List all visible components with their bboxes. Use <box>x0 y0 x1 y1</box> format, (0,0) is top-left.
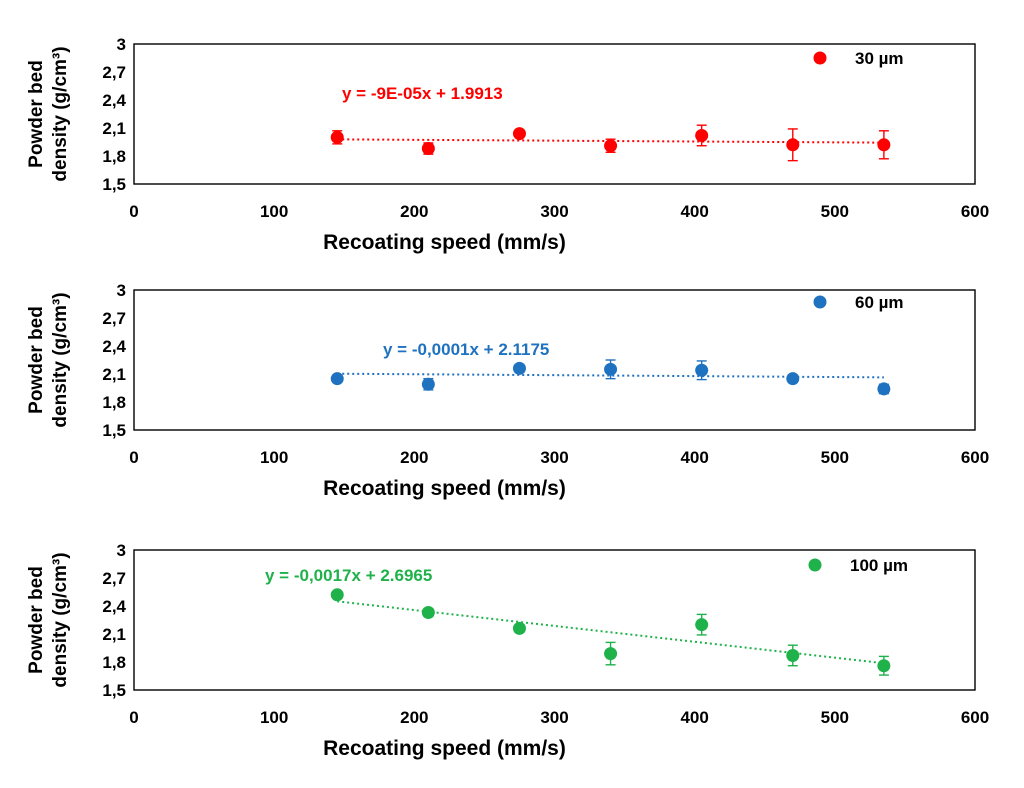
y-tick-label: 2,7 <box>102 309 126 328</box>
y-tick-label: 2,4 <box>102 91 126 110</box>
chart-panel-2: 1,5 1,8 2,1 2,4 2,7 3 0 100 200 300 400 500 600 Recoa… <box>26 281 989 500</box>
x-tick-label: 400 <box>680 708 708 727</box>
y-tick-label: 1,8 <box>102 653 126 672</box>
legend: 60 µm <box>813 293 904 312</box>
data-point <box>604 139 618 153</box>
x-tick-label: 100 <box>260 448 288 467</box>
x-tick-label: 500 <box>821 448 849 467</box>
x-tick-label: 600 <box>961 202 989 221</box>
plot-area <box>133 549 976 691</box>
data-point <box>512 361 526 375</box>
x-axis-title: Recoating speed (mm/s) <box>323 231 566 254</box>
legend: 100 µm <box>808 556 908 575</box>
x-axis-title: Recoating speed (mm/s) <box>323 737 566 760</box>
data-point <box>421 606 435 620</box>
data-point <box>877 138 891 152</box>
data-point <box>512 127 526 141</box>
y-tick-label: 2,7 <box>102 63 126 82</box>
x-tick-label: 200 <box>400 448 428 467</box>
data-point <box>786 648 800 662</box>
y-axis-title-line: Powder bed <box>26 306 47 414</box>
y-tick-label: 2,4 <box>102 597 126 616</box>
y-axis-title-line: Powder bed <box>26 60 47 168</box>
y-tick-label: 1,5 <box>102 175 126 194</box>
x-tick-label: 0 <box>129 708 138 727</box>
plot-area <box>133 43 976 185</box>
data-point <box>421 377 435 391</box>
x-tick-label: 300 <box>540 708 568 727</box>
y-tick-label: 1,5 <box>102 421 126 440</box>
y-tick-label: 2,4 <box>102 337 126 356</box>
data-point <box>330 372 344 386</box>
x-tick-label: 300 <box>540 448 568 467</box>
chart-panel-1: 1,5 1,8 2,1 2,4 2,7 3 0 100 200 300 400 500 600 Recoa… <box>26 35 989 254</box>
legend-marker <box>813 51 827 65</box>
y-tick-label: 2,7 <box>102 569 126 588</box>
y-tick-label: 2,1 <box>102 625 126 644</box>
data-point <box>604 362 618 376</box>
x-tick-label: 100 <box>260 708 288 727</box>
data-point <box>695 363 709 377</box>
data-point <box>330 588 344 602</box>
legend-marker <box>808 558 822 572</box>
data-point <box>786 138 800 152</box>
trendline-equation: y = -0,0017x + 2.6965 <box>265 566 432 585</box>
y-axis-title-line: density (g/cm³) <box>50 46 71 181</box>
y-axis-title-line: Powder bed <box>26 566 47 674</box>
data-point <box>695 128 709 142</box>
y-tick-label: 2,1 <box>102 119 126 138</box>
legend-label: 60 µm <box>855 293 904 312</box>
x-tick-label: 0 <box>129 202 138 221</box>
x-tick-label: 400 <box>680 448 708 467</box>
plot-area <box>133 289 976 431</box>
data-point <box>877 659 891 673</box>
data-point <box>877 382 891 396</box>
y-axis-title-line: density (g/cm³) <box>50 292 71 427</box>
x-axis-title: Recoating speed (mm/s) <box>323 477 566 500</box>
x-tick-label: 200 <box>400 202 428 221</box>
data-point <box>512 621 526 635</box>
data-point <box>604 647 618 661</box>
data-point <box>421 142 435 156</box>
data-point <box>330 130 344 144</box>
y-tick-label: 3 <box>117 281 126 300</box>
y-tick-label: 1,8 <box>102 147 126 166</box>
y-tick-label: 1,8 <box>102 393 126 412</box>
legend-label: 100 µm <box>850 556 908 575</box>
y-axis-title-line: density (g/cm³) <box>50 552 71 687</box>
y-tick-label: 2,1 <box>102 365 126 384</box>
legend: 30 µm <box>813 49 904 68</box>
y-tick-label: 3 <box>117 35 126 54</box>
y-tick-label: 1,5 <box>102 681 126 700</box>
x-tick-label: 100 <box>260 202 288 221</box>
x-tick-label: 200 <box>400 708 428 727</box>
legend-label: 30 µm <box>855 49 904 68</box>
x-tick-label: 600 <box>961 708 989 727</box>
trendline-equation: y = -9E-05x + 1.9913 <box>342 84 503 103</box>
x-tick-label: 500 <box>821 708 849 727</box>
legend-marker <box>813 295 827 309</box>
data-point <box>695 618 709 632</box>
x-tick-label: 0 <box>129 448 138 467</box>
x-tick-label: 500 <box>821 202 849 221</box>
x-tick-label: 400 <box>680 202 708 221</box>
x-tick-label: 600 <box>961 448 989 467</box>
x-tick-label: 300 <box>540 202 568 221</box>
chart-panel-3: 1,5 1,8 2,1 2,4 2,7 3 0 100 200 300 400 500 600 Recoa… <box>26 541 989 760</box>
data-point <box>786 372 800 386</box>
y-tick-label: 3 <box>117 541 126 560</box>
trendline-equation: y = -0,0001x + 2.1175 <box>383 340 549 359</box>
